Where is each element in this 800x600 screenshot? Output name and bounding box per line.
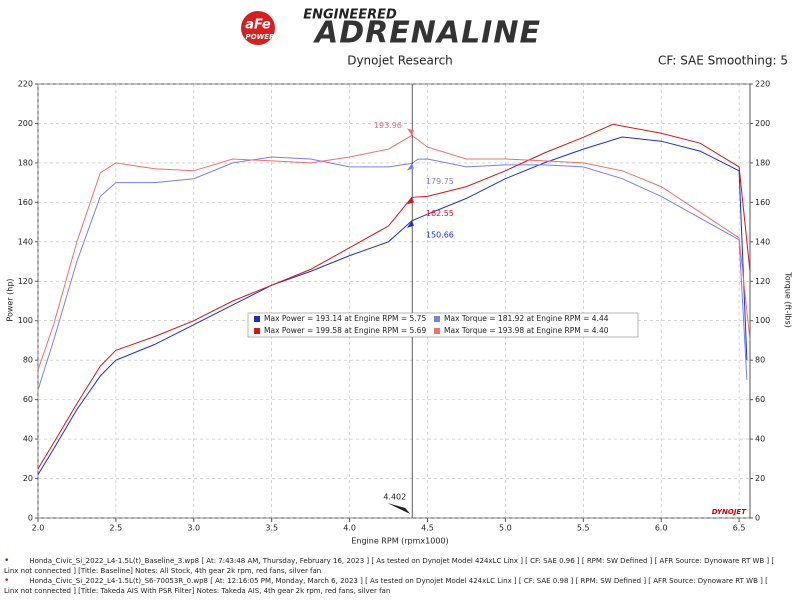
- x-tick-label: 6.5: [733, 524, 746, 533]
- x-tick-label: 2.0: [32, 524, 45, 533]
- footer-text: Honda_Civic_Si_2022_L4-1.5L(t)_Baseline_…: [4, 557, 775, 575]
- legend-swatch: [254, 316, 260, 322]
- y-tick-label: 180: [18, 158, 33, 167]
- footer-note: • Honda_Civic_Si_2022_L4-1.5L(t)_Baseline…: [4, 556, 775, 575]
- series-line: [37, 123, 751, 469]
- cursor-arrow: [387, 503, 411, 514]
- x-tick-label: 3.0: [187, 524, 200, 533]
- y2-tick-label: 220: [755, 80, 770, 89]
- y-tick-label: 220: [18, 80, 33, 89]
- legend-text: Max Power = 199.58 at Engine RPM = 5.69: [264, 326, 426, 335]
- legend: Max Power = 193.14 at Engine RPM = 5.75 M…: [247, 312, 639, 338]
- legend-text: Max Torque = 181.92 at Engine RPM = 4.44: [444, 314, 609, 323]
- chart-title: Dynojet Research: [347, 54, 453, 68]
- y2-axis-label: Torque (ft-lbs): [784, 271, 793, 328]
- series-line: [37, 134, 751, 371]
- y2-tick-label: 40: [755, 435, 765, 444]
- y-tick-label: 200: [18, 119, 33, 128]
- footer-note: • Honda_Civic_Si_2022_L4-1.5L(t)_S6-70053…: [4, 576, 768, 595]
- tagline-top: ENGINEERED: [303, 8, 397, 23]
- y2-tick-label: 200: [755, 119, 770, 128]
- brand-sub: POWER: [246, 33, 275, 41]
- brand: aFe: [245, 18, 271, 33]
- legend-swatch: [434, 316, 440, 322]
- y2-tick-label: 0: [755, 514, 760, 523]
- annotation-label: 150.66: [426, 230, 454, 239]
- y-tick-label: 40: [23, 435, 33, 444]
- y-tick-label: 140: [18, 237, 33, 246]
- annotation-label: 193.96: [374, 121, 402, 130]
- y2-tick-label: 20: [755, 474, 765, 483]
- y-tick-label: 20: [23, 474, 33, 483]
- y-tick-label: 160: [18, 198, 33, 207]
- y-tick-label: 60: [23, 395, 33, 404]
- y-tick-label: 100: [18, 316, 33, 325]
- watermark: DYNOJET: [712, 508, 748, 516]
- series-line: [37, 136, 748, 475]
- y2-tick-label: 160: [755, 198, 770, 207]
- y-tick-label: 0: [28, 514, 33, 523]
- chart: aFe POWER ENGINEERED ADRENALINE Dynojet …: [6, 8, 793, 546]
- annotation-label: 179.75: [426, 177, 454, 186]
- cursor-label: 4.402: [383, 493, 406, 502]
- tagline: ADRENALINE: [313, 16, 541, 51]
- x-tick-label: 2.5: [110, 524, 123, 533]
- legend-text: Max Torque = 193.98 at Engine RPM = 4.40: [444, 326, 609, 335]
- legend-box: [247, 312, 639, 338]
- y2-tick-label: 120: [755, 277, 770, 286]
- series-line: [37, 156, 748, 390]
- logo: aFe POWER ENGINEERED ADRENALINE: [241, 8, 541, 51]
- plot-area: [37, 83, 751, 519]
- annotation-label: 162.55: [426, 209, 454, 218]
- y-tick-label: 80: [23, 356, 33, 365]
- y-axis-label: Power (hp): [6, 278, 15, 321]
- legend-swatch: [434, 328, 440, 334]
- x-tick-label: 3.5: [265, 524, 278, 533]
- x-tick-label: 6.0: [655, 524, 668, 533]
- annotation-arrow: [406, 163, 414, 171]
- chart-subtitle: CF: SAE Smoothing: 5: [658, 54, 788, 68]
- x-tick-label: 4.0: [343, 524, 356, 533]
- y2-tick-label: 60: [755, 395, 765, 404]
- legend-text: Max Power = 193.14 at Engine RPM = 5.75: [264, 314, 426, 323]
- y-tick-label: 120: [18, 277, 33, 286]
- x-tick-label: 5.0: [499, 524, 512, 533]
- x-axis-label: Engine RPM (rpmx1000): [351, 537, 448, 546]
- annotation-arrow: [406, 128, 414, 136]
- y2-tick-label: 140: [755, 237, 770, 246]
- annotation-arrow: [406, 220, 414, 228]
- x-tick-label: 5.5: [577, 524, 590, 533]
- footer-text: Honda_Civic_Si_2022_L4-1.5L(t)_S6-70053R…: [4, 577, 768, 595]
- logo-badge: [241, 11, 275, 45]
- y2-tick-label: 100: [755, 316, 770, 325]
- legend-swatch: [254, 328, 260, 334]
- y2-tick-label: 180: [755, 158, 770, 167]
- annotation-arrow: [406, 197, 414, 205]
- y2-tick-label: 80: [755, 356, 765, 365]
- x-tick-label: 4.5: [421, 524, 434, 533]
